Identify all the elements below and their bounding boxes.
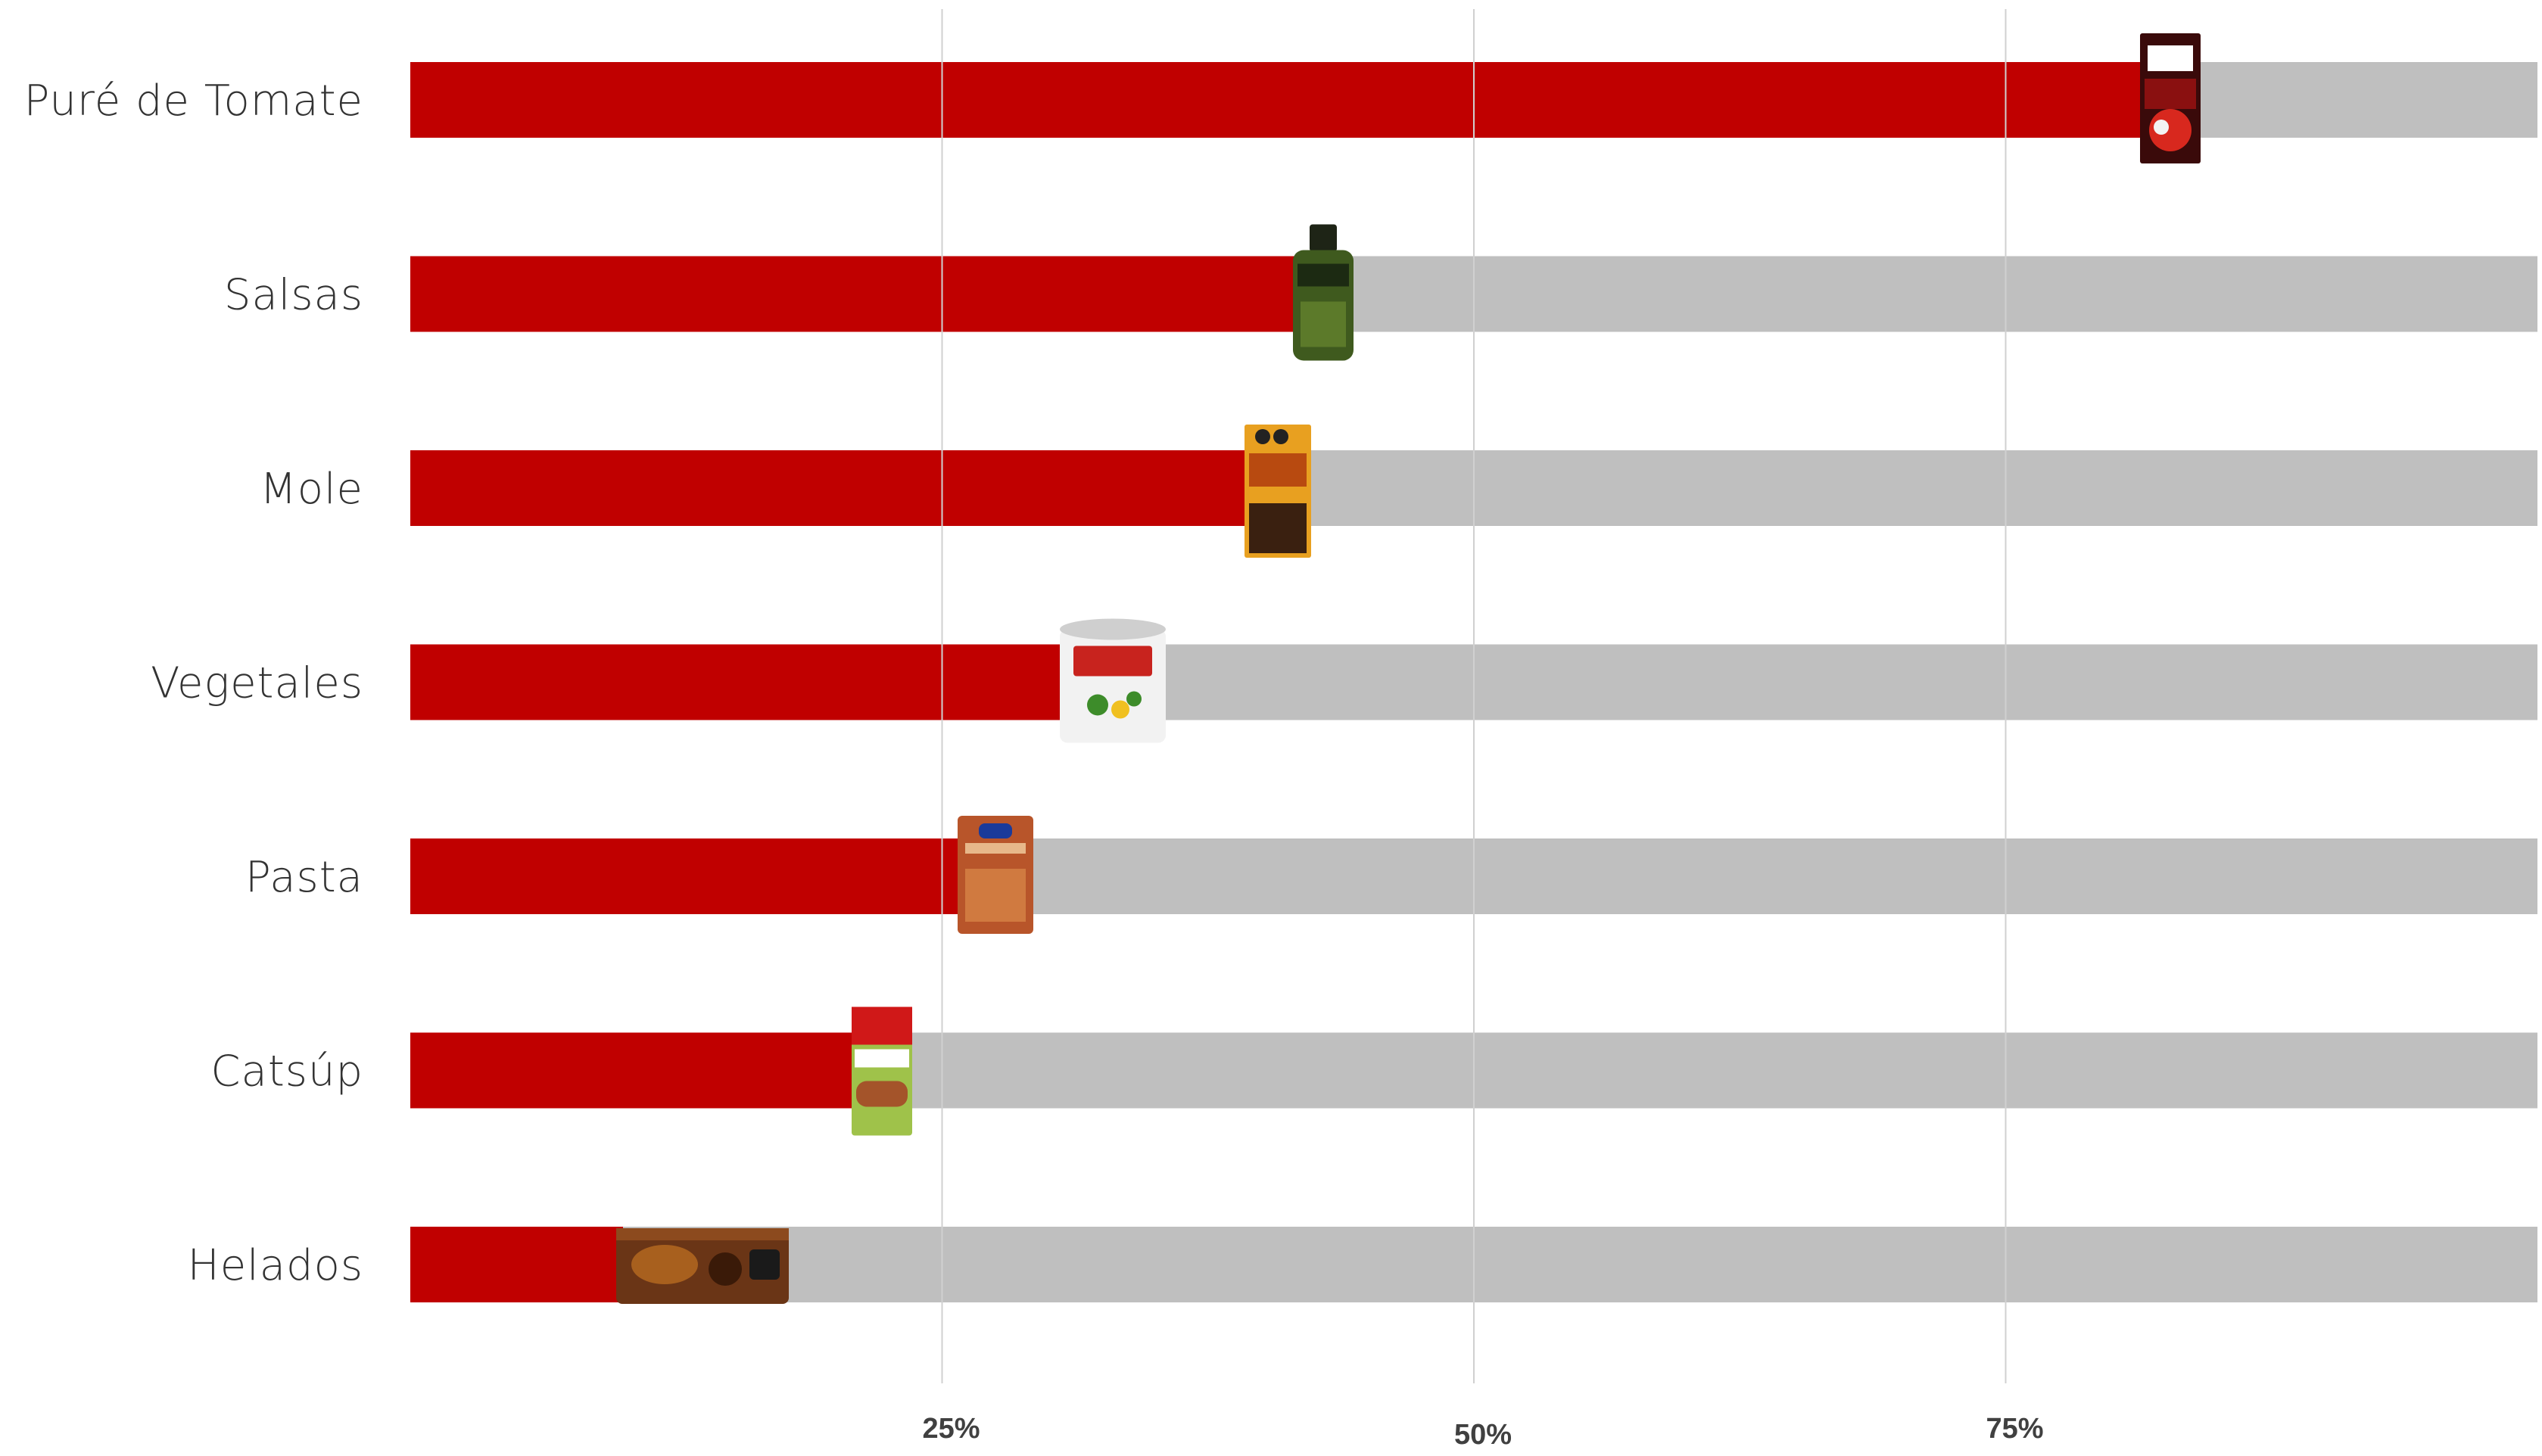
category-label: Mole	[260, 465, 363, 514]
bar	[410, 450, 1283, 526]
mole-box-icon	[1245, 425, 1311, 558]
bar	[410, 838, 985, 914]
vegetable-can-icon	[1060, 618, 1166, 743]
product-icons	[616, 33, 2201, 1304]
ketchup-pouch-icon	[852, 1006, 912, 1136]
bar	[410, 62, 2176, 138]
x-tick-label: 50%	[1454, 1419, 1512, 1451]
x-axis-ticks: 25% 50% 75%	[922, 1413, 2043, 1451]
category-label: Puré de Tomate	[24, 76, 363, 126]
category-label: Vegetales	[151, 659, 363, 708]
bar	[410, 644, 1070, 720]
x-tick-label: 75%	[1986, 1413, 2043, 1445]
x-tick-label: 25%	[922, 1413, 980, 1445]
bar	[410, 1227, 623, 1302]
pasta-bag-icon	[958, 816, 1033, 934]
category-label: Pasta	[245, 853, 363, 902]
ice-cream-bar-icon	[616, 1228, 789, 1304]
category-label: Salsas	[224, 271, 363, 320]
tomato-puree-carton-icon	[2140, 33, 2201, 163]
category-labels: Puré de Tomate Salsas Mole Vegetales Pasta Ca…	[24, 76, 363, 1290]
category-label: Helados	[188, 1241, 363, 1290]
grid-lines	[941, 9, 2007, 1383]
bar	[410, 1032, 879, 1109]
green-salsa-jar-icon	[1293, 224, 1354, 361]
bar	[410, 256, 1347, 332]
category-label: Catsúp	[210, 1047, 363, 1097]
